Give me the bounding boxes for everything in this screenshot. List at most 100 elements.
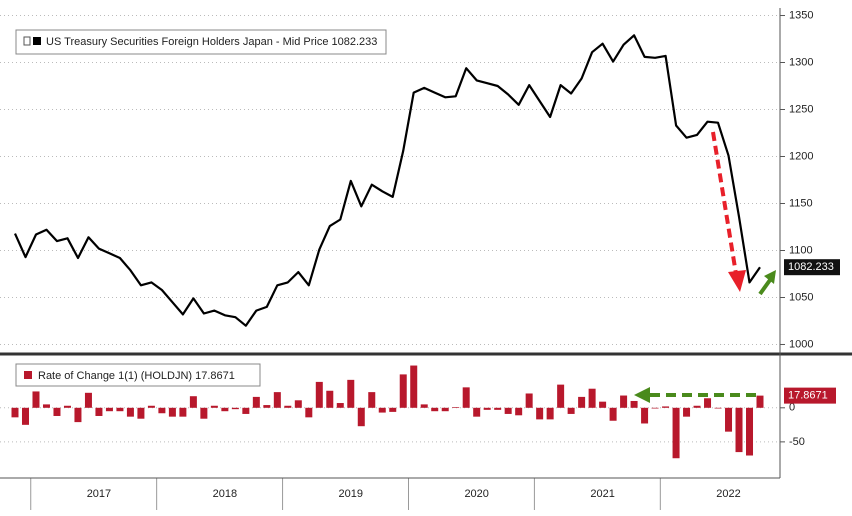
bar bbox=[168, 407, 176, 417]
bar bbox=[557, 384, 565, 408]
bar bbox=[431, 407, 439, 412]
bar bbox=[158, 407, 166, 414]
bar bbox=[252, 396, 260, 408]
bar bbox=[378, 407, 386, 413]
y-tick-label: 1200 bbox=[789, 150, 813, 162]
bar bbox=[441, 407, 449, 412]
y-tick-label: 1000 bbox=[789, 338, 813, 350]
bar bbox=[137, 407, 145, 419]
bar bbox=[714, 407, 722, 409]
annotation-arrow bbox=[711, 131, 739, 281]
legend-box bbox=[15, 363, 261, 387]
bar bbox=[588, 388, 596, 408]
bar bbox=[284, 405, 292, 408]
y-tick-label: 1100 bbox=[789, 244, 813, 256]
bar bbox=[546, 407, 554, 420]
last-value-label: 17.8671 bbox=[788, 390, 828, 402]
y-tick-label: -50 bbox=[789, 436, 805, 448]
bar bbox=[11, 407, 19, 418]
bar bbox=[651, 407, 659, 409]
annotation-arrow bbox=[758, 278, 772, 296]
y-tick-label: 1050 bbox=[789, 291, 813, 303]
x-tick-label: 2022 bbox=[716, 488, 740, 500]
bar bbox=[326, 390, 334, 408]
bar bbox=[483, 407, 491, 410]
legend-box bbox=[15, 29, 387, 55]
bar bbox=[305, 407, 313, 418]
legend-text: US Treasury Securities Foreign Holders J… bbox=[46, 36, 377, 48]
bar bbox=[189, 396, 197, 408]
y-tick-label: 1250 bbox=[789, 103, 813, 115]
bar bbox=[21, 407, 29, 425]
bar bbox=[399, 374, 407, 408]
bar bbox=[63, 405, 71, 408]
x-tick-label: 2019 bbox=[339, 488, 363, 500]
bar bbox=[504, 407, 512, 414]
bar bbox=[32, 391, 40, 408]
last-value-tag bbox=[784, 387, 836, 404]
x-tick-label: 2018 bbox=[213, 488, 237, 500]
bar bbox=[147, 405, 155, 408]
last-value-label: 1082.233 bbox=[788, 261, 834, 273]
bar bbox=[525, 393, 533, 408]
bar bbox=[368, 392, 376, 408]
bar bbox=[263, 405, 271, 408]
y-tick-label: 1300 bbox=[789, 56, 813, 68]
bar bbox=[462, 387, 470, 408]
y-tick-label: 0 bbox=[789, 402, 795, 414]
bar bbox=[179, 407, 187, 417]
bar bbox=[452, 407, 460, 408]
bar bbox=[95, 407, 103, 416]
bar bbox=[231, 407, 239, 410]
legend-swatch bbox=[33, 37, 41, 45]
annotation-arrowhead bbox=[764, 270, 776, 284]
bar bbox=[200, 407, 208, 419]
bar bbox=[84, 392, 92, 408]
plot-layer: 2017 2018 2019 2020 2021 2022 1000 1050 1100 1150… bbox=[0, 9, 840, 510]
bar bbox=[725, 407, 733, 432]
bar bbox=[473, 407, 481, 417]
bar bbox=[620, 395, 628, 408]
bar bbox=[536, 407, 544, 420]
x-tick-label: 2020 bbox=[464, 488, 488, 500]
bar bbox=[336, 403, 344, 408]
bar bbox=[641, 407, 649, 424]
bar bbox=[410, 365, 418, 408]
bar bbox=[116, 407, 124, 412]
bar bbox=[567, 407, 575, 414]
bar bbox=[683, 407, 691, 417]
x-tick-label: 2021 bbox=[590, 488, 614, 500]
bar bbox=[273, 392, 281, 408]
bar bbox=[693, 405, 701, 408]
bar bbox=[315, 381, 323, 408]
bar bbox=[242, 407, 250, 414]
bar bbox=[105, 407, 113, 412]
last-value-tag bbox=[784, 259, 840, 276]
bar bbox=[210, 405, 218, 408]
bar bbox=[420, 404, 428, 408]
bar bbox=[515, 407, 523, 416]
bar bbox=[126, 407, 134, 417]
bar bbox=[357, 407, 365, 427]
bar bbox=[704, 398, 712, 408]
legend-text: Rate of Change 1(1) (HOLDJN) 17.8671 bbox=[38, 370, 235, 382]
bar bbox=[630, 400, 638, 408]
y-tick-label: 1150 bbox=[789, 197, 813, 209]
bar bbox=[494, 407, 502, 410]
bar bbox=[746, 407, 754, 456]
bar bbox=[735, 407, 743, 453]
bar bbox=[53, 407, 61, 416]
bar bbox=[578, 396, 586, 408]
legend-icon bbox=[23, 36, 31, 46]
bar bbox=[756, 395, 764, 408]
annotation-arrowhead bbox=[634, 387, 650, 403]
legend-swatch bbox=[24, 371, 32, 379]
bar bbox=[347, 379, 355, 408]
bar bbox=[389, 407, 397, 412]
y-tick-label: 1350 bbox=[789, 9, 813, 21]
bar bbox=[599, 401, 607, 408]
bar bbox=[609, 407, 617, 421]
annotation-arrowhead bbox=[728, 270, 746, 292]
